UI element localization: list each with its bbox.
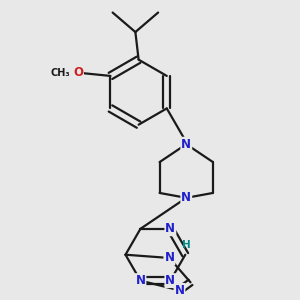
Text: N: N [165, 274, 176, 287]
Text: O: O [73, 66, 83, 79]
Text: N: N [175, 284, 184, 297]
Text: N: N [181, 138, 191, 151]
Text: CH₃: CH₃ [50, 68, 70, 78]
Text: H: H [182, 240, 190, 250]
Text: N: N [135, 274, 146, 287]
Text: N: N [165, 222, 176, 235]
Text: N: N [181, 191, 191, 204]
Text: N: N [164, 251, 174, 265]
